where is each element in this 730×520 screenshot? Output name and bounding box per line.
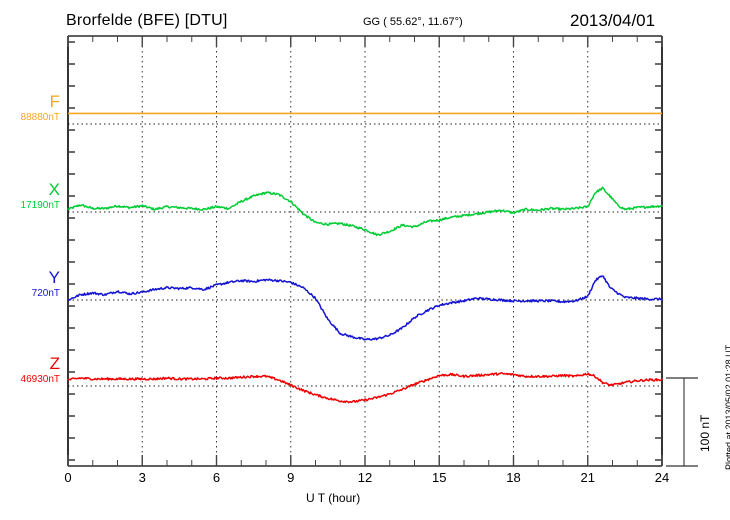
- observation-date: 2013/04/01: [570, 11, 656, 30]
- component-baseline-value-Y: 720nT: [31, 288, 60, 299]
- x-tick-label: 12: [357, 470, 373, 485]
- grid-layer: [141, 36, 589, 466]
- x-tick-label: 24: [654, 470, 670, 485]
- geographic-coordinates: GG ( 55.62°, 11.67°): [363, 16, 463, 28]
- series-line-Z: [67, 372, 663, 404]
- x-tick-label: 6: [212, 470, 221, 485]
- plotted-timestamp: Plotted at 2013/05/02 01:28 UT: [724, 344, 730, 470]
- x-tick-label: 9: [287, 470, 295, 485]
- axis-ticks: [67, 36, 663, 466]
- x-tick-label: 21: [580, 470, 595, 485]
- x-tick-label: 18: [506, 470, 521, 485]
- page-title: Brorfelde (BFE) [DTU]: [66, 12, 228, 29]
- component-baseline-value-F: 88880nT: [20, 112, 60, 123]
- component-baseline-value-X: 17190nT: [20, 200, 60, 211]
- component-letter-Y: Y: [48, 268, 60, 287]
- x-tick-label: 3: [138, 470, 146, 485]
- x-tick-label: 15: [432, 470, 447, 485]
- series-line-X: [67, 186, 663, 237]
- baseline-layer: [68, 123, 662, 387]
- component-baseline-value-Z: 46930nT: [20, 374, 60, 385]
- series-layer: [67, 112, 663, 404]
- component-letter-X: X: [48, 180, 60, 199]
- x-tick-label: 0: [64, 470, 72, 485]
- series-line-Y: [67, 275, 663, 341]
- x-axis-title: U T (hour): [306, 491, 361, 505]
- component-letter-F: F: [49, 92, 60, 111]
- component-letter-Z: Z: [49, 354, 60, 373]
- scale-bar-label: 100 nT: [698, 414, 712, 452]
- scale-bar: [666, 377, 698, 467]
